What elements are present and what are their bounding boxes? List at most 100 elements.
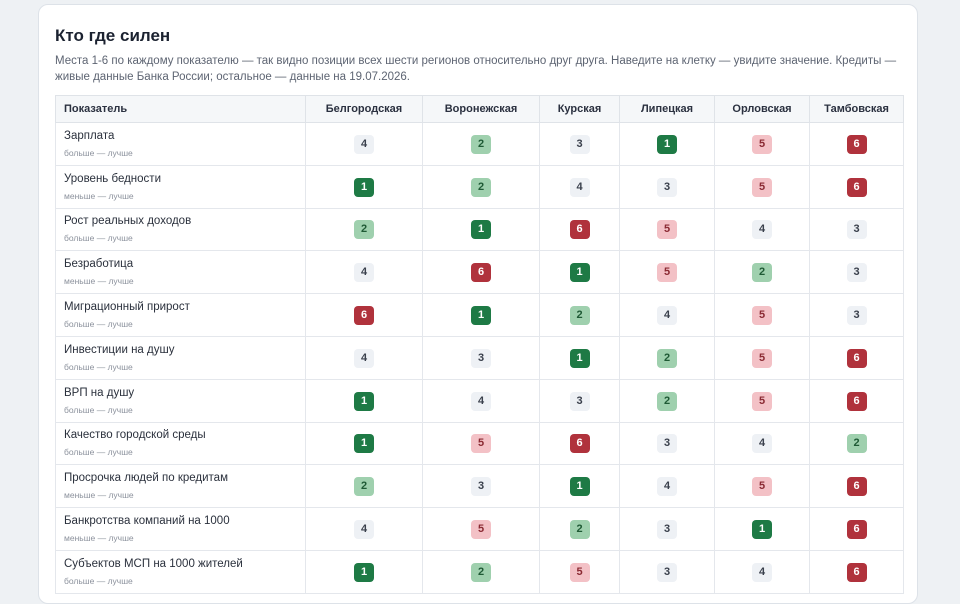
rank-badge[interactable]: 3: [569, 391, 590, 411]
rank-badge[interactable]: 6: [354, 306, 374, 326]
rank-badge[interactable]: 5: [752, 306, 772, 326]
rank-cell[interactable]: 2: [619, 378, 715, 423]
rank-cell[interactable]: 6: [809, 507, 904, 551]
rank-cell[interactable]: 2: [714, 250, 810, 295]
rank-cell[interactable]: 3: [809, 250, 904, 295]
rank-cell[interactable]: 1: [305, 549, 423, 594]
rank-cell[interactable]: 3: [539, 122, 620, 166]
rank-badge[interactable]: 6: [846, 562, 867, 582]
rank-cell[interactable]: 6: [809, 464, 904, 509]
rank-cell[interactable]: 4: [305, 250, 423, 295]
rank-badge[interactable]: 6: [471, 263, 491, 283]
rank-cell[interactable]: 6: [422, 250, 540, 295]
rank-badge[interactable]: 6: [846, 348, 867, 368]
rank-badge[interactable]: 4: [354, 520, 374, 540]
rank-cell[interactable]: 6: [809, 335, 904, 380]
rank-cell[interactable]: 5: [714, 164, 810, 209]
rank-cell[interactable]: 3: [809, 207, 904, 252]
rank-badge[interactable]: 4: [354, 134, 374, 154]
rank-cell[interactable]: 3: [619, 421, 715, 466]
rank-badge[interactable]: 5: [471, 520, 491, 540]
rank-badge[interactable]: 1: [471, 220, 491, 240]
rank-cell[interactable]: 5: [714, 335, 810, 380]
rank-cell[interactable]: 5: [714, 378, 810, 423]
rank-badge[interactable]: 6: [569, 220, 590, 240]
rank-cell[interactable]: 5: [422, 507, 540, 551]
rank-badge[interactable]: 5: [471, 434, 491, 454]
rank-cell[interactable]: 2: [422, 549, 540, 594]
rank-badge[interactable]: 2: [354, 220, 374, 240]
rank-cell[interactable]: 1: [539, 464, 620, 509]
rank-badge[interactable]: 4: [354, 348, 374, 368]
rank-badge[interactable]: 4: [752, 434, 772, 454]
rank-cell[interactable]: 4: [305, 507, 423, 551]
rank-badge[interactable]: 1: [354, 562, 374, 582]
rank-cell[interactable]: 5: [619, 250, 715, 295]
rank-badge[interactable]: 4: [569, 177, 590, 197]
rank-badge[interactable]: 6: [846, 477, 867, 497]
rank-badge[interactable]: 2: [752, 263, 772, 283]
rank-cell[interactable]: 1: [305, 164, 423, 209]
rank-badge[interactable]: 1: [569, 348, 590, 368]
rank-cell[interactable]: 6: [539, 421, 620, 466]
rank-cell[interactable]: 1: [305, 421, 423, 466]
rank-badge[interactable]: 3: [569, 134, 590, 154]
rank-cell[interactable]: 3: [539, 378, 620, 423]
rank-badge[interactable]: 1: [354, 434, 374, 454]
rank-cell[interactable]: 1: [305, 378, 423, 423]
rank-badge[interactable]: 6: [846, 177, 867, 197]
rank-badge[interactable]: 2: [471, 177, 491, 197]
rank-badge[interactable]: 4: [657, 306, 677, 326]
rank-badge[interactable]: 3: [657, 520, 677, 540]
rank-cell[interactable]: 4: [305, 122, 423, 166]
rank-cell[interactable]: 6: [809, 122, 904, 166]
rank-badge[interactable]: 2: [569, 306, 590, 326]
rank-cell[interactable]: 6: [305, 293, 423, 337]
rank-badge[interactable]: 3: [471, 477, 491, 497]
rank-badge[interactable]: 4: [752, 562, 772, 582]
rank-cell[interactable]: 2: [809, 421, 904, 466]
rank-cell[interactable]: 6: [809, 378, 904, 423]
rank-badge[interactable]: 4: [752, 220, 772, 240]
rank-badge[interactable]: 5: [752, 477, 772, 497]
rank-badge[interactable]: 2: [569, 520, 590, 540]
rank-badge[interactable]: 3: [846, 306, 867, 326]
rank-cell[interactable]: 6: [809, 549, 904, 594]
rank-badge[interactable]: 6: [846, 391, 867, 411]
rank-cell[interactable]: 3: [809, 293, 904, 337]
rank-badge[interactable]: 3: [846, 220, 867, 240]
rank-badge[interactable]: 5: [752, 134, 772, 154]
rank-badge[interactable]: 3: [657, 434, 677, 454]
rank-badge[interactable]: 4: [354, 263, 374, 283]
rank-badge[interactable]: 5: [752, 177, 772, 197]
rank-cell[interactable]: 1: [539, 250, 620, 295]
rank-badge[interactable]: 2: [657, 348, 677, 368]
rank-badge[interactable]: 1: [354, 391, 374, 411]
rank-badge[interactable]: 1: [569, 263, 590, 283]
rank-badge[interactable]: 1: [657, 134, 677, 154]
rank-cell[interactable]: 4: [714, 549, 810, 594]
rank-cell[interactable]: 5: [714, 122, 810, 166]
rank-badge[interactable]: 4: [657, 477, 677, 497]
rank-cell[interactable]: 1: [619, 122, 715, 166]
rank-cell[interactable]: 4: [422, 378, 540, 423]
rank-badge[interactable]: 3: [471, 348, 491, 368]
rank-cell[interactable]: 5: [619, 207, 715, 252]
rank-badge[interactable]: 5: [657, 263, 677, 283]
rank-badge[interactable]: 1: [471, 306, 491, 326]
rank-badge[interactable]: 2: [471, 562, 491, 582]
rank-badge[interactable]: 6: [569, 434, 590, 454]
rank-cell[interactable]: 2: [619, 335, 715, 380]
rank-cell[interactable]: 5: [714, 293, 810, 337]
rank-badge[interactable]: 5: [657, 220, 677, 240]
rank-cell[interactable]: 5: [714, 464, 810, 509]
rank-cell[interactable]: 3: [619, 507, 715, 551]
rank-badge[interactable]: 3: [846, 263, 867, 283]
rank-cell[interactable]: 4: [305, 335, 423, 380]
rank-cell[interactable]: 2: [539, 293, 620, 337]
rank-cell[interactable]: 3: [422, 464, 540, 509]
rank-cell[interactable]: 3: [422, 335, 540, 380]
rank-badge[interactable]: 4: [471, 391, 491, 411]
rank-badge[interactable]: 6: [846, 134, 867, 154]
rank-badge[interactable]: 6: [846, 520, 867, 540]
